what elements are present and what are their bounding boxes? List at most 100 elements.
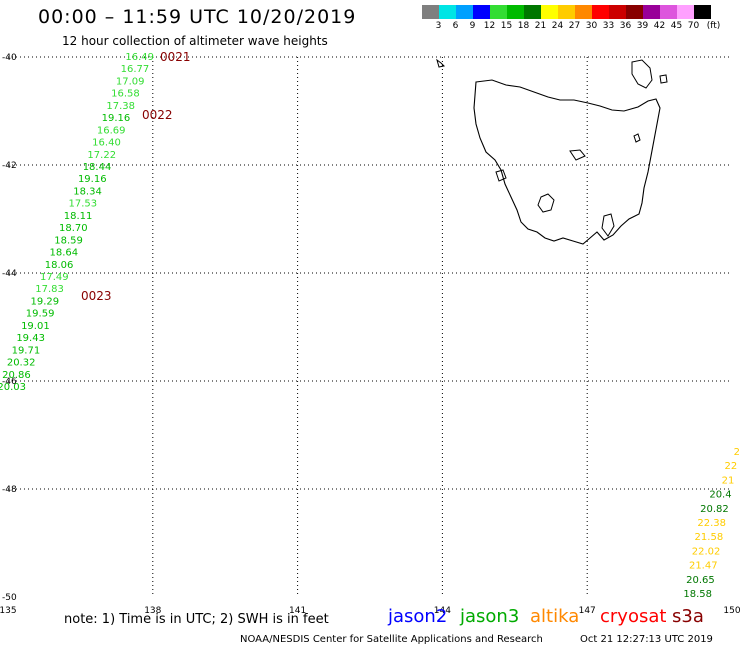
track-time-label: 0022 — [142, 108, 173, 122]
lon-tick-label: 144 — [434, 606, 451, 616]
color-scale-box — [456, 5, 473, 19]
color-scale-box — [694, 5, 711, 19]
north-islet — [659, 74, 668, 84]
color-scale-box — [507, 5, 524, 19]
wave-height-value: 18.64 — [50, 248, 79, 259]
lon-tick-label: 147 — [579, 606, 596, 616]
color-scale-label: 3 — [435, 21, 442, 31]
legend-sat-cryosat: cryosat — [600, 606, 667, 627]
wave-height-value: 17.83 — [35, 284, 64, 295]
wave-height-value: 19.16 — [78, 174, 107, 185]
wave-height-value: 19.01 — [21, 321, 50, 332]
wave-height-value: 16.49 — [125, 52, 154, 63]
lon-tick-label: 150 — [723, 606, 740, 616]
generated-timestamp: Oct 21 12:27:13 UTC 2019 — [580, 634, 713, 645]
wave-height-value: 17.38 — [106, 101, 135, 112]
wave-height-value: 17.53 — [68, 199, 97, 210]
legend-sat-altika: altika — [530, 606, 580, 627]
color-scale-label: 30 — [585, 21, 598, 31]
color-scale-box — [626, 5, 643, 19]
wave-height-value: 17.49 — [40, 272, 69, 283]
color-scale-box — [677, 5, 694, 19]
credit-line: NOAA/NESDIS Center for Satellite Applica… — [240, 634, 543, 645]
lake-shape-2 — [569, 149, 586, 161]
east-coast-islet — [633, 133, 641, 143]
track-time-labels: 0021 0022 0023 — [81, 50, 191, 303]
lon-tick-label: 135 — [0, 606, 17, 616]
footer-note: note: 1) Time is in UTC; 2) SWH is in fe… — [64, 612, 329, 627]
color-scale-label: 70 — [687, 21, 700, 31]
color-scale-label: 39 — [636, 21, 649, 31]
wave-height-value: 16.77 — [121, 64, 150, 75]
wave-height-value: 21.47 — [689, 561, 718, 572]
wave-height-value: 20.32 — [7, 358, 36, 369]
color-scale-label: 6 — [452, 21, 459, 31]
color-scale-box — [558, 5, 575, 19]
color-scale-box — [643, 5, 660, 19]
lon-tick-label: 141 — [289, 606, 306, 616]
lat-tick-label: -44 — [2, 269, 17, 279]
color-scale-box — [524, 5, 541, 19]
track-time-label: 0021 — [160, 50, 191, 64]
wave-height-value: 18.59 — [54, 235, 83, 246]
wave-height-value: 16.69 — [97, 125, 126, 136]
wave-height-value: 20.86 — [2, 370, 31, 381]
wave-height-value: 22.38 — [697, 518, 726, 529]
wave-height-value: 20.4 — [709, 490, 731, 501]
wave-height-value: 18.06 — [45, 260, 74, 271]
lat-tick-label: -42 — [2, 161, 17, 171]
wave-height-value: 20.65 — [686, 575, 715, 586]
lake-shape-1 — [537, 193, 555, 213]
legend-sat-jason2: jason2 — [388, 606, 448, 627]
wave-height-color-scale — [422, 5, 711, 19]
color-scale-label: 21 — [534, 21, 547, 31]
color-scale-label: 18 — [517, 21, 530, 31]
wave-height-value: 18.70 — [59, 223, 88, 234]
tasmania-coastline — [436, 58, 668, 245]
map-subtitle: 12 hour collection of altimeter wave hei… — [62, 34, 328, 48]
color-scale-label: 33 — [602, 21, 615, 31]
wave-height-value: 20.82 — [700, 504, 729, 515]
axis-tick-labels: 135 138 141 144 147 150 -40 -42 -44 -46 -48 -50 — [0, 53, 740, 616]
wave-height-value: 19.59 — [26, 309, 55, 320]
color-scale-label: 12 — [483, 21, 496, 31]
lat-tick-label: -40 — [2, 53, 17, 63]
wave-height-values: 16.4916.7717.0916.5817.3819.1616.6916.40… — [0, 52, 740, 600]
wave-height-value: 19.29 — [31, 296, 60, 307]
lat-tick-label: -46 — [2, 377, 17, 387]
lat-tick-label: -48 — [2, 485, 17, 495]
bruny-island — [601, 213, 615, 237]
color-scale-label: 27 — [568, 21, 581, 31]
wave-height-value: 18.44 — [83, 162, 112, 173]
wave-height-value: 18.58 — [683, 589, 712, 600]
wave-height-value: 16.58 — [111, 89, 140, 100]
color-scale-label: 45 — [670, 21, 683, 31]
tasmania-main-island — [473, 79, 661, 245]
wave-height-value: 17.22 — [87, 150, 116, 161]
color-scale-label: 36 — [619, 21, 632, 31]
color-scale-box — [490, 5, 507, 19]
flinders-island — [631, 59, 653, 89]
color-scale-box — [439, 5, 456, 19]
color-scale-label: 24 — [551, 21, 564, 31]
wave-height-value: 19.43 — [16, 333, 45, 344]
wave-height-value: 22 — [724, 461, 737, 472]
wave-height-value: 19.16 — [102, 113, 131, 124]
wave-height-value: 18.11 — [64, 211, 93, 222]
map-title: 00:00 – 11:59 UTC 10/20/2019 — [38, 6, 357, 28]
color-scale-label: 9 — [469, 21, 476, 31]
lat-tick-label: -50 — [2, 593, 17, 603]
color-scale-box — [541, 5, 558, 19]
wave-height-value: 21.58 — [695, 532, 724, 543]
wave-height-value: 2 — [734, 447, 740, 458]
color-scale-box — [609, 5, 626, 19]
color-scale-label: 42 — [653, 21, 666, 31]
wave-height-value: 16.40 — [92, 138, 121, 149]
legend-sat-jason3: jason3 — [460, 606, 520, 627]
color-scale-unit: (ft) — [706, 21, 721, 31]
wave-height-value: 22.02 — [692, 546, 721, 557]
track-time-label: 0023 — [81, 289, 112, 303]
color-scale-box — [473, 5, 490, 19]
color-scale-box — [422, 5, 439, 19]
